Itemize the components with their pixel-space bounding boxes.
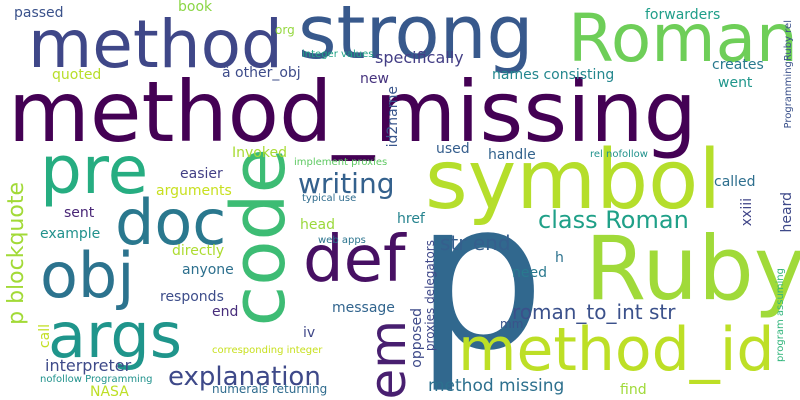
word-creates: creates: [712, 57, 764, 73]
word-href: href: [397, 211, 425, 227]
word-p-blockquote: p blockquote: [4, 182, 29, 325]
word-proxies-delegators: proxies delegators: [423, 240, 437, 352]
word-rel-nofollow: rel nofollow: [590, 149, 648, 160]
word-nasa: NASA: [90, 384, 129, 400]
word-anyone: anyone: [182, 262, 234, 278]
word-a-other-obj: â other_obj: [222, 65, 301, 81]
word-class-roman: class Roman: [538, 206, 689, 234]
word-handle: handle: [488, 147, 536, 163]
word-strong: strong: [298, 0, 534, 76]
word-integer-values: integer values: [302, 49, 374, 60]
word-typical-use: typical use: [302, 193, 357, 204]
word-directly: directly: [172, 243, 225, 259]
word-sent: sent: [64, 205, 95, 221]
word-code: code: [216, 148, 302, 327]
word-id2name: id2name: [385, 86, 401, 148]
word-h: h: [555, 250, 564, 266]
word-new: new: [360, 71, 389, 87]
word-symbol: symbol: [425, 133, 722, 228]
word-pre: pre: [40, 132, 149, 209]
word-org: org: [275, 23, 295, 37]
word-explanation: explanation: [168, 362, 321, 392]
word-doc: doc: [115, 186, 227, 259]
word-method-missing: method missing: [428, 376, 565, 396]
word-opposed: opposed: [409, 308, 425, 368]
word-obj: obj: [40, 239, 135, 312]
word-program-assuming: program assuming: [775, 268, 786, 362]
word-specifically: specifically: [375, 48, 464, 67]
word-iv: iv: [303, 325, 316, 341]
word-roman-to-int-str: roman_to_int str: [512, 300, 676, 324]
word-called: called: [714, 174, 756, 190]
word-responds: responds: [160, 289, 224, 305]
word-roman: Roman: [568, 0, 798, 77]
word-implement-proxies: implement proxies: [294, 157, 388, 168]
word-book: book: [178, 0, 213, 15]
word-args: args: [48, 299, 183, 372]
word-def: def: [303, 223, 406, 297]
word-programmingruby-rel: ProgrammingRuby rel: [783, 20, 794, 129]
word-nofollow-programming: nofollow Programming: [40, 374, 153, 385]
word-arguments: arguments: [156, 183, 232, 199]
word-method: method: [28, 6, 283, 83]
word-passed: passed: [14, 5, 64, 21]
word-easier: easier: [180, 166, 223, 182]
word-numerals-returning: numerals returning: [212, 382, 328, 396]
word-used: used: [436, 141, 470, 157]
word-corresponding-integer: corresponding integer: [212, 345, 323, 356]
word-writing: writing: [298, 167, 395, 200]
word-invoked: Invoked: [232, 145, 287, 161]
word-message: message: [332, 300, 395, 316]
word-web-apps: web apps: [318, 235, 366, 246]
word-end: end: [212, 304, 239, 320]
word-p: p: [415, 158, 546, 396]
word-call: call: [37, 324, 53, 349]
word-quoted: quoted: [52, 67, 102, 83]
word-method-id: method_id: [458, 315, 775, 385]
word-interpreter: interpreter: [45, 356, 132, 375]
word-went: went: [718, 75, 753, 91]
word-forwarders: forwarders: [645, 7, 721, 23]
word-str-end: str end: [440, 231, 511, 255]
word-em: em: [359, 320, 417, 400]
word-head: head: [300, 217, 335, 233]
word-find: find: [620, 382, 647, 398]
word-names-consisting: names consisting: [492, 67, 615, 83]
word-xxiii: xxiii: [739, 198, 755, 227]
word-need: need: [512, 265, 547, 281]
word-method-missing-underscore: method_missing: [8, 63, 697, 161]
word-mm: mm: [500, 317, 524, 331]
word-example: example: [40, 226, 101, 242]
word-ruby: Ruby: [585, 217, 800, 320]
word-heard: heard: [779, 192, 795, 233]
